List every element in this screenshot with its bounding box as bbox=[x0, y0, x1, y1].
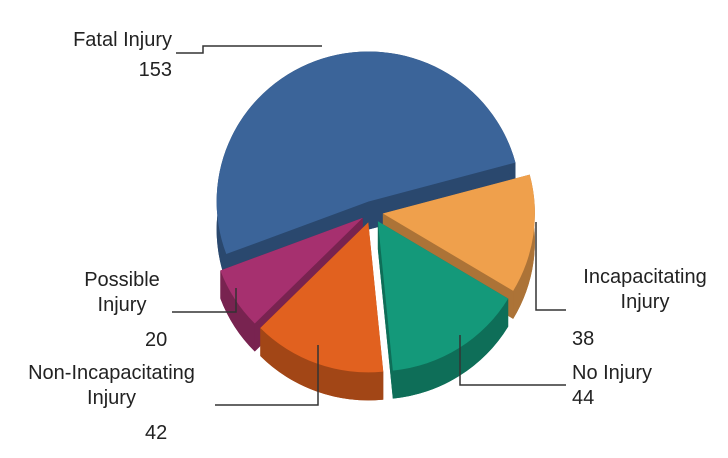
slice-value: 44 bbox=[572, 387, 595, 409]
slice-wall bbox=[513, 174, 535, 319]
slice-value: 20 bbox=[145, 329, 168, 351]
slice-label: Incapacitating Injury bbox=[583, 266, 707, 313]
slice-top bbox=[377, 221, 509, 371]
slice-top bbox=[260, 222, 384, 373]
slice-label: Non-Incapacitating Injury bbox=[28, 362, 195, 409]
slice-value: 153 bbox=[138, 59, 172, 81]
leader-line bbox=[172, 288, 237, 313]
slice-top bbox=[216, 51, 516, 255]
slice-top bbox=[382, 174, 535, 291]
slice-label: No Injury bbox=[572, 362, 653, 384]
pie-slice bbox=[260, 222, 384, 401]
slice-label: Possible Injury bbox=[84, 269, 160, 316]
slice-wall bbox=[392, 298, 509, 399]
slice-side bbox=[377, 221, 393, 399]
slice-label: Fatal Injury bbox=[73, 29, 172, 51]
pie-slice bbox=[382, 174, 535, 319]
slice-wall bbox=[220, 270, 255, 352]
leader-line bbox=[535, 222, 566, 311]
slice-top bbox=[220, 217, 363, 324]
slice-value: 38 bbox=[572, 328, 595, 350]
leader-line bbox=[215, 345, 319, 406]
slice-value: 42 bbox=[145, 422, 168, 444]
pie-slice bbox=[377, 221, 509, 399]
leader-line bbox=[176, 45, 322, 54]
slice-wall bbox=[260, 327, 384, 401]
leader-line bbox=[459, 335, 566, 386]
